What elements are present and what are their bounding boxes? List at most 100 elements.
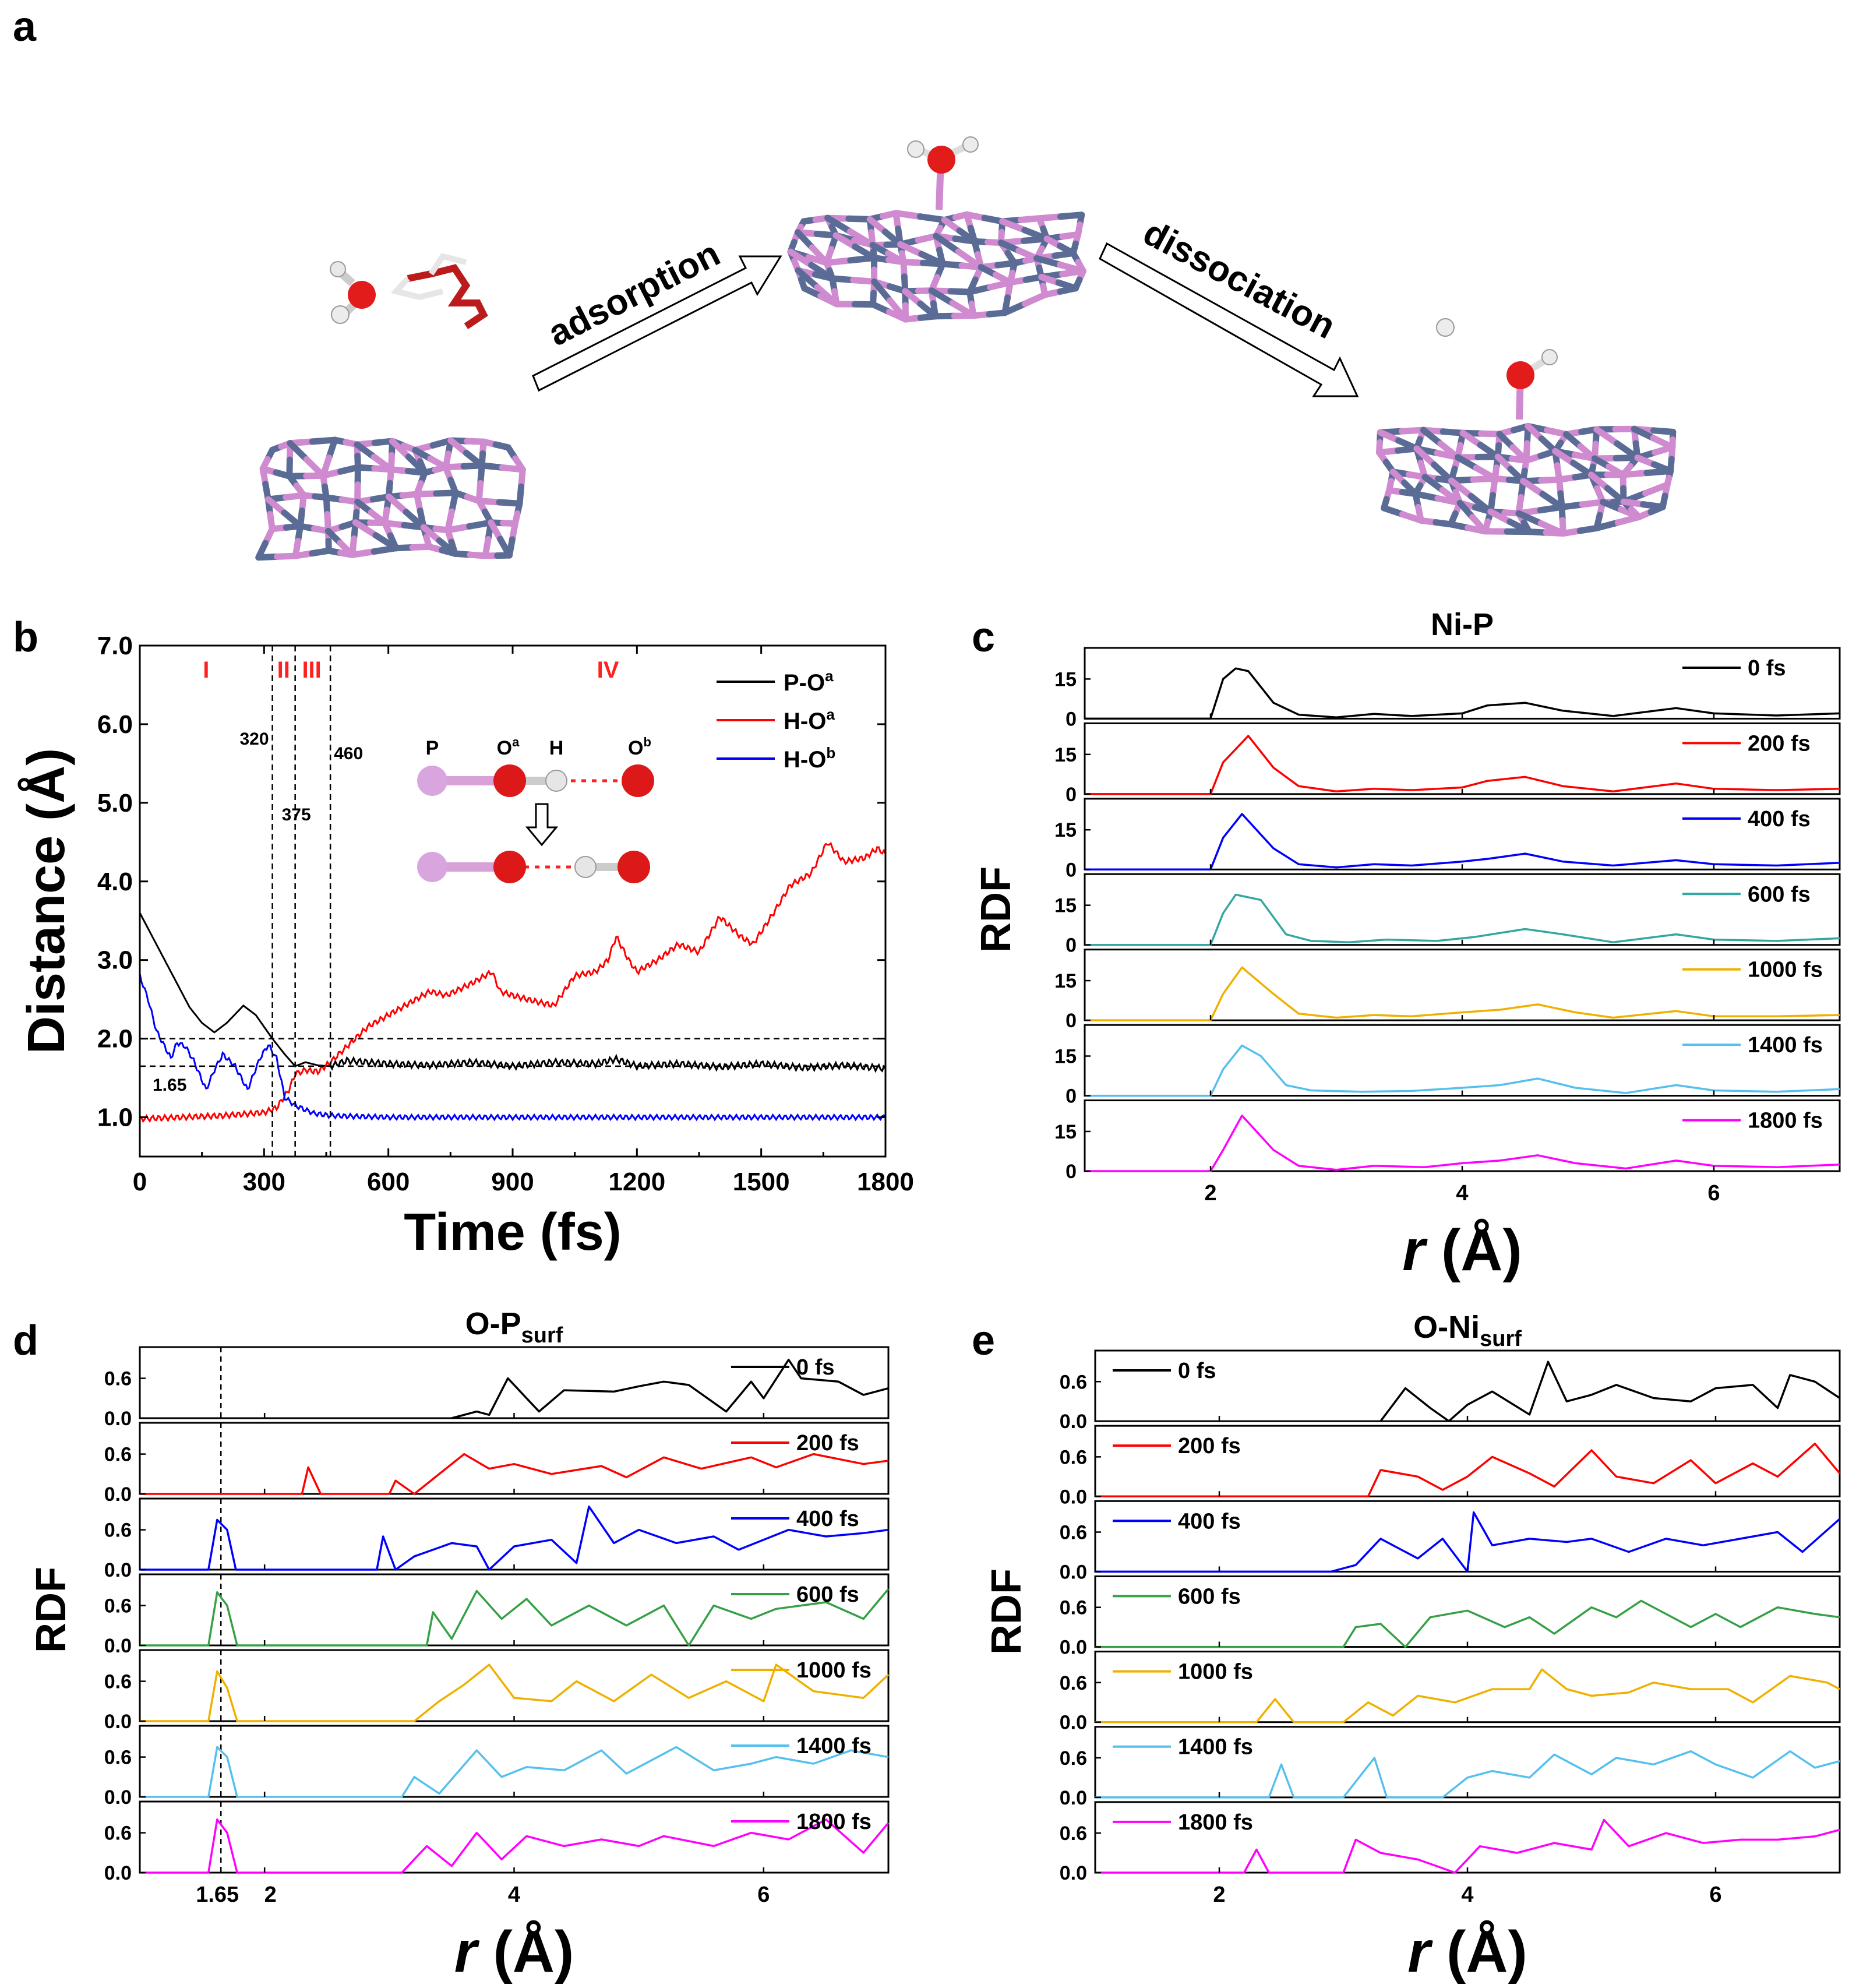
y-tick-label: 6.0	[97, 710, 133, 739]
lattice-bond	[939, 260, 965, 269]
legend-label: 1800 fs	[1748, 1109, 1823, 1133]
lattice-bond	[897, 241, 925, 258]
x-tick-label: 1800	[857, 1168, 914, 1196]
legend-label: H-Ob	[784, 744, 835, 773]
y-tick-label: 0	[1065, 784, 1077, 806]
inset-p-label: P	[426, 737, 439, 759]
panel-label-d: d	[13, 1317, 38, 1364]
subplot-frame	[1084, 798, 1841, 870]
lattice-bond	[928, 287, 956, 306]
subplot-frame	[1094, 1726, 1841, 1799]
lattice-bond	[1412, 491, 1441, 502]
adsorbed-surface-structure	[787, 210, 1086, 323]
y-tick-label: 0	[1065, 708, 1077, 730]
y-tick-label: 0.6	[104, 1368, 132, 1390]
lattice-bond	[829, 275, 857, 284]
y-tick-label: 4.0	[97, 868, 133, 896]
legend-label: 600 fs	[796, 1582, 859, 1607]
inset-ob-label: Ob	[628, 735, 651, 759]
y-axis-label: RDF	[973, 866, 1019, 953]
legend-label: 1400 fs	[796, 1734, 871, 1758]
rdf-subplot-1800fs: 0 15 1800 fs	[1054, 1099, 1841, 1183]
lattice-bond	[933, 232, 962, 255]
inset-h-atom	[545, 770, 567, 792]
x-tick-label: 1200	[608, 1168, 665, 1196]
lattice-bond	[866, 216, 888, 235]
rdf-line	[1095, 1511, 1841, 1573]
panel-d-o-psurf-rdf: 0.0 0.6 0 fs 0.0 0.6 200 fs 0.0 0.6 400 fs 0.0 0.6…	[28, 1306, 890, 1985]
y-tick-label: 0	[1065, 1161, 1077, 1183]
y-tick-label: 0.0	[1060, 1561, 1087, 1583]
rdf-subplot-600fs: 0.0 0.6 600 fs	[104, 1573, 890, 1657]
region-label: I	[203, 657, 209, 683]
inset-down-arrow	[525, 803, 559, 847]
hline-label: 1.65	[153, 1076, 186, 1095]
rdf-line	[451, 1358, 889, 1419]
lattice-bond	[354, 441, 377, 460]
lattice-bond	[1520, 478, 1546, 498]
lattice-bond	[1619, 470, 1650, 478]
y-tick-label: 1.0	[97, 1104, 133, 1132]
rdf-subplot-1000fs: 0.0 0.6 1000 fs	[1060, 1651, 1841, 1734]
inset-ob-superscript: b	[644, 735, 651, 749]
lattice-bond	[420, 524, 443, 544]
rdf-subplot-0fs: 0.0 0.6 0 fs	[104, 1346, 890, 1430]
lattice-bond	[1588, 471, 1611, 492]
inset-ob-atom	[622, 764, 654, 797]
x-tick-label-extra: 1.65	[196, 1883, 239, 1907]
lattice-bond	[1398, 426, 1427, 435]
lattice-bond	[1643, 467, 1674, 477]
lattice-bond	[309, 436, 338, 445]
lattice-bond	[349, 548, 377, 558]
lattice-bond	[1021, 235, 1050, 244]
legend-label-text: H-O	[784, 709, 826, 734]
y-tick-label: 0	[1065, 1085, 1077, 1108]
region-label: II	[277, 657, 290, 683]
lattice-bond	[385, 494, 410, 516]
y-tick-label: 0.6	[104, 1747, 132, 1769]
y-tick-label: 15	[1054, 819, 1077, 841]
inset-oa-atom	[493, 764, 526, 797]
legend-label: H-Oa	[784, 706, 835, 734]
dissociated-surface-structure	[1375, 422, 1677, 537]
y-tick-label: 15	[1054, 1046, 1077, 1068]
lattice-bond	[1420, 426, 1444, 447]
subplot-frame	[139, 1649, 890, 1722]
lattice-bond	[1642, 481, 1671, 497]
lattice-bond	[1631, 425, 1657, 442]
lattice-bond	[902, 288, 924, 307]
y-tick-label: 0.0	[104, 1711, 132, 1733]
lattice-bond	[1515, 510, 1544, 527]
subplot-frame	[1084, 722, 1841, 795]
x-axis-label: r (Å)	[1402, 1218, 1522, 1283]
rdf-subplot-400fs: 0 15 400 fs	[1054, 798, 1841, 881]
legend-label: 1000 fs	[1748, 958, 1823, 982]
chart-title-text: O-Ni	[1413, 1310, 1480, 1345]
panel-e-o-nisurf-rdf: 0.0 0.6 0 fs 0.0 0.6 200 fs 0.0 0.6 400 fs 0.0 0.6…	[983, 1310, 1841, 1985]
inset-p-atom	[417, 766, 447, 796]
x-tick-label: 2	[1204, 1181, 1216, 1206]
x-axis-label-unit: (Å)	[1430, 1919, 1527, 1985]
free-water-molecules	[330, 253, 488, 329]
lattice-bond	[787, 248, 815, 269]
lattice-bond	[1413, 445, 1438, 468]
y-axis-label: RDF	[983, 1568, 1030, 1655]
subplot-frame	[139, 1725, 890, 1798]
lattice-bond	[287, 440, 310, 463]
rdf-subplot-600fs: 0.0 0.6 600 fs	[1060, 1575, 1841, 1659]
lattice-bond	[1377, 429, 1402, 444]
panel-label-a: a	[13, 3, 37, 50]
lattice-bond	[1620, 498, 1647, 508]
legend-label: 0 fs	[1748, 656, 1786, 681]
rdf-line	[1095, 1818, 1840, 1874]
lattice-bond	[823, 257, 854, 266]
lattice-bond	[832, 232, 859, 250]
panel-label-b: b	[13, 614, 38, 661]
adsorbed-water-molecule	[907, 136, 979, 210]
region-label: III	[302, 657, 321, 683]
lattice-bond	[1537, 503, 1565, 514]
lattice-bond	[1448, 477, 1474, 500]
rdf-subplot-1400fs: 0.0 0.6 1400 fs	[104, 1725, 890, 1809]
lattice-bond	[1459, 429, 1484, 449]
